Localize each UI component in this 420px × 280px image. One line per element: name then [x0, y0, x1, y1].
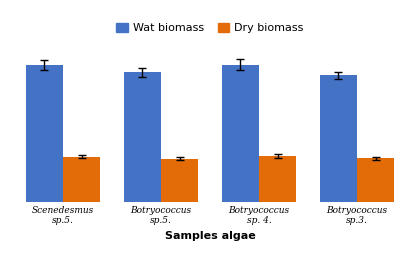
Bar	[63, 157, 100, 202]
Legend: Wat biomass, Dry biomass: Wat biomass, Dry biomass	[112, 19, 308, 38]
Bar	[259, 156, 296, 202]
Bar	[320, 75, 357, 202]
X-axis label: Samples algae: Samples algae	[165, 231, 255, 241]
Bar	[26, 65, 63, 202]
Bar	[161, 159, 198, 202]
Bar	[222, 65, 259, 202]
Bar	[357, 158, 394, 202]
Bar	[124, 73, 161, 202]
